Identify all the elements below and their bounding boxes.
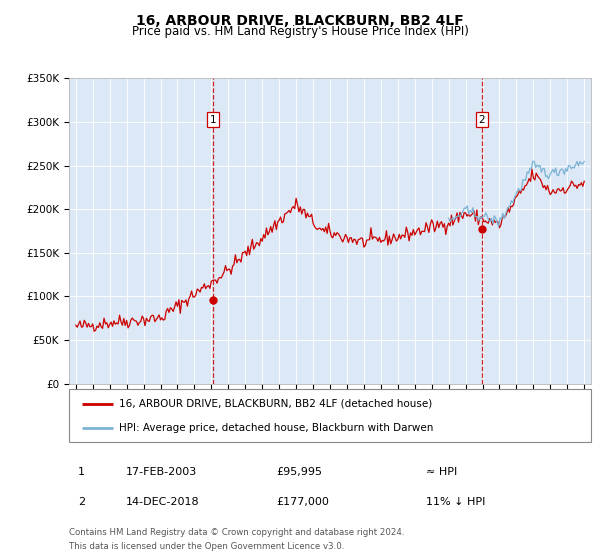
Text: 16, ARBOUR DRIVE, BLACKBURN, BB2 4LF (detached house): 16, ARBOUR DRIVE, BLACKBURN, BB2 4LF (de… (119, 399, 432, 409)
Text: Contains HM Land Registry data © Crown copyright and database right 2024.: Contains HM Land Registry data © Crown c… (69, 528, 404, 537)
Text: £95,995: £95,995 (276, 466, 322, 477)
Text: Price paid vs. HM Land Registry's House Price Index (HPI): Price paid vs. HM Land Registry's House … (131, 25, 469, 38)
Text: ≈ HPI: ≈ HPI (426, 466, 457, 477)
Text: This data is licensed under the Open Government Licence v3.0.: This data is licensed under the Open Gov… (69, 542, 344, 550)
Text: 2: 2 (478, 115, 485, 125)
Text: 17-FEB-2003: 17-FEB-2003 (126, 466, 197, 477)
Text: 2: 2 (78, 497, 85, 507)
Text: 11% ↓ HPI: 11% ↓ HPI (426, 497, 485, 507)
Text: 14-DEC-2018: 14-DEC-2018 (126, 497, 200, 507)
Text: 1: 1 (78, 466, 85, 477)
Text: 16, ARBOUR DRIVE, BLACKBURN, BB2 4LF: 16, ARBOUR DRIVE, BLACKBURN, BB2 4LF (136, 14, 464, 28)
FancyBboxPatch shape (69, 389, 591, 442)
Text: 1: 1 (210, 115, 217, 125)
Text: HPI: Average price, detached house, Blackburn with Darwen: HPI: Average price, detached house, Blac… (119, 423, 433, 433)
Text: £177,000: £177,000 (276, 497, 329, 507)
